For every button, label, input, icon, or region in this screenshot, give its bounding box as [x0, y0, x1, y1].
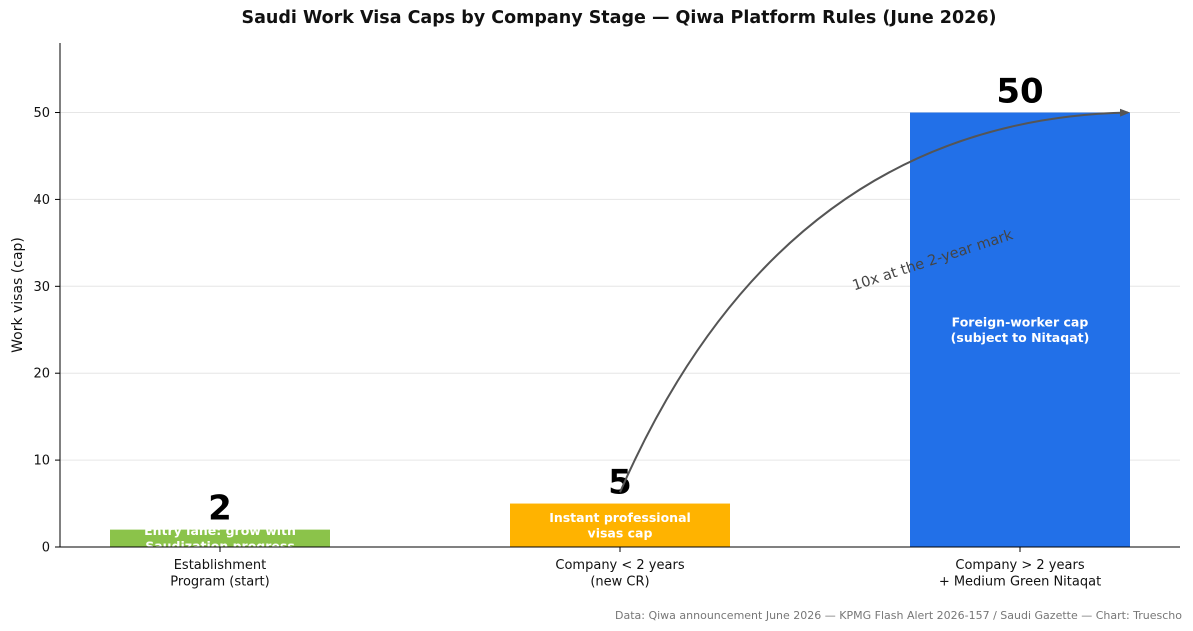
bar: [510, 503, 730, 547]
annotation-arrow: [619, 108, 1130, 493]
value-label: 50: [996, 72, 1043, 112]
bar-inner-label: (subject to Nitaqat): [951, 330, 1090, 345]
bar: [910, 112, 1130, 547]
value-label: 2: [208, 489, 232, 529]
x-tick-label: + Medium Green Nitaqat: [939, 575, 1101, 590]
y-tick-label: 50: [33, 106, 50, 121]
bar-inner-label: visas cap: [588, 526, 653, 541]
y-tick-label: 10: [33, 454, 50, 469]
x-tick-label: Establishment: [174, 558, 267, 573]
y-tick-label: 20: [33, 367, 50, 382]
bar-inner-label: Instant professional: [549, 510, 691, 525]
x-tick-label: (new CR): [590, 575, 649, 590]
bar-inner-label: Foreign-worker cap: [952, 315, 1089, 330]
chart-title: Saudi Work Visa Caps by Company Stage — …: [241, 8, 996, 28]
bar: [110, 529, 330, 547]
bar-inner-label: Entry lane: grow with: [144, 523, 296, 538]
y-axis-label: Work visas (cap): [10, 237, 26, 353]
x-tick-label: Program (start): [170, 575, 269, 590]
y-tick-label: 40: [33, 193, 50, 208]
axes: 0 10 20 30 40 50 Establishment Program (start) C…: [33, 43, 1180, 590]
source-note: Data: Qiwa announcement June 2026 — KPMG…: [615, 609, 1182, 622]
y-tick-label: 0: [42, 541, 50, 556]
value-label: 5: [608, 463, 632, 503]
x-tick-label: Company > 2 years: [955, 558, 1084, 573]
y-tick-label: 30: [33, 280, 50, 295]
bar-inner-label: Saudization progress: [145, 539, 295, 554]
x-tick-label: Company < 2 years: [555, 558, 684, 573]
